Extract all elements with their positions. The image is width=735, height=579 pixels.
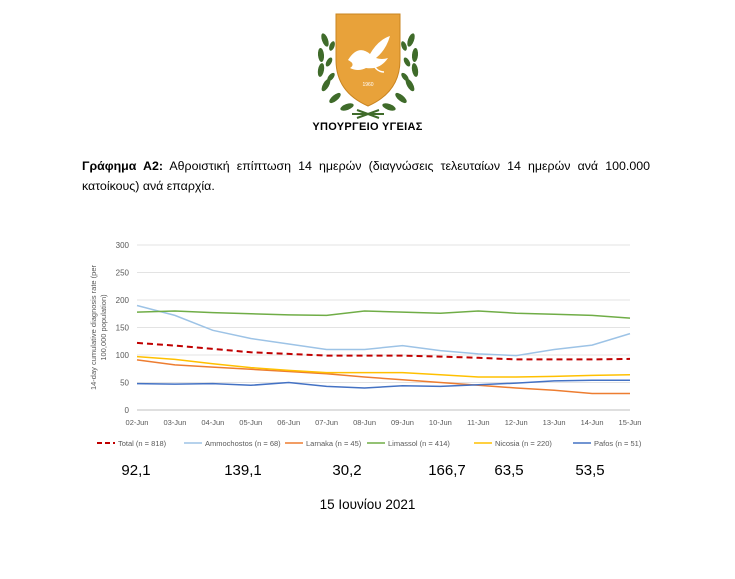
y-tick-label: 300	[116, 241, 130, 250]
x-tick-label: 10-Jun	[429, 418, 452, 427]
chart-legend: Total (n = 818) Ammochostos (n = 68) Larna…	[97, 439, 642, 448]
y-tick-label: 50	[120, 379, 129, 388]
x-tick-label: 05-Jun	[239, 418, 262, 427]
latest-value-larnaka: 30,2	[332, 462, 362, 479]
report-date: 15 Ιουνίου 2021	[319, 497, 416, 512]
x-tick-label: 03-Jun	[163, 418, 186, 427]
ministry-name: ΥΠΟΥΡΓΕΙΟ ΥΓΕΙΑΣ	[312, 121, 423, 133]
x-tick-label: 08-Jun	[353, 418, 376, 427]
latest-value-ammochostos: 139,1	[224, 462, 262, 479]
chart-series-lines	[136, 304, 631, 395]
x-tick-label: 04-Jun	[201, 418, 224, 427]
x-tick-label: 02-Jun	[126, 418, 149, 427]
series-line-pafos	[136, 379, 630, 389]
y-axis-ticks: 0 50 100 150 200 250 300	[116, 241, 130, 415]
x-tick-label: 09-Jun	[391, 418, 414, 427]
series-line-total	[136, 341, 631, 361]
latest-value-total: 92,1	[121, 462, 151, 479]
x-tick-label: 07-Jun	[315, 418, 338, 427]
legend-label-limassol: Limassol (n = 414)	[388, 439, 450, 448]
emblem-year: 1960	[362, 82, 373, 88]
legend-label-ammochostos: Ammochostos (n = 68)	[205, 439, 281, 448]
y-tick-label: 200	[116, 296, 130, 305]
y-tick-label: 100	[116, 351, 130, 360]
series-line-nicosia	[136, 355, 631, 378]
legend-label-pafos: Pafos (n = 51)	[594, 439, 642, 448]
x-tick-label: 15-Jun	[619, 418, 642, 427]
x-axis-ticks: 02-Jun 03-Jun 04-Jun 05-Jun 06-Jun 07-Jun 08-J…	[126, 418, 642, 427]
y-tick-label: 0	[125, 406, 130, 415]
legend-label-larnaka: Larnaka (n = 45)	[306, 439, 362, 448]
y-axis-label: 14-day cumulative diagnosis rate (per100…	[89, 264, 108, 390]
legend-label-total: Total (n = 818)	[118, 439, 167, 448]
series-line-limassol	[136, 310, 631, 319]
line-chart: 0 50 100 150 200 250 300 02-Jun 03-Jun 04-Jun 05-…	[89, 241, 642, 448]
chart-gridlines	[137, 244, 630, 411]
latest-value-pafos: 53,5	[575, 462, 605, 479]
cyprus-coat-of-arms-icon: 1960	[317, 13, 419, 119]
series-line-larnaka	[136, 359, 630, 395]
y-tick-label: 150	[116, 324, 130, 333]
caption-text: Αθροιστική επίπτωση 14 ημερών (διαγνώσει…	[82, 159, 650, 193]
legend-label-nicosia: Nicosia (n = 220)	[495, 439, 552, 448]
series-line-ammochostos	[136, 304, 631, 357]
x-tick-label: 14-Jun	[581, 418, 604, 427]
figure-caption: Γράφημα Α2: Αθροιστική επίπτωση 14 ημερώ…	[82, 156, 650, 196]
x-tick-label: 12-Jun	[505, 418, 528, 427]
x-tick-label: 11-Jun	[467, 418, 489, 427]
latest-value-nicosia: 63,5	[494, 462, 524, 479]
x-tick-label: 06-Jun	[277, 418, 300, 427]
latest-value-limassol: 166,7	[428, 462, 466, 479]
caption-label: Γράφημα Α2:	[82, 159, 163, 173]
x-tick-label: 13-Jun	[543, 418, 566, 427]
y-tick-label: 250	[116, 269, 130, 278]
